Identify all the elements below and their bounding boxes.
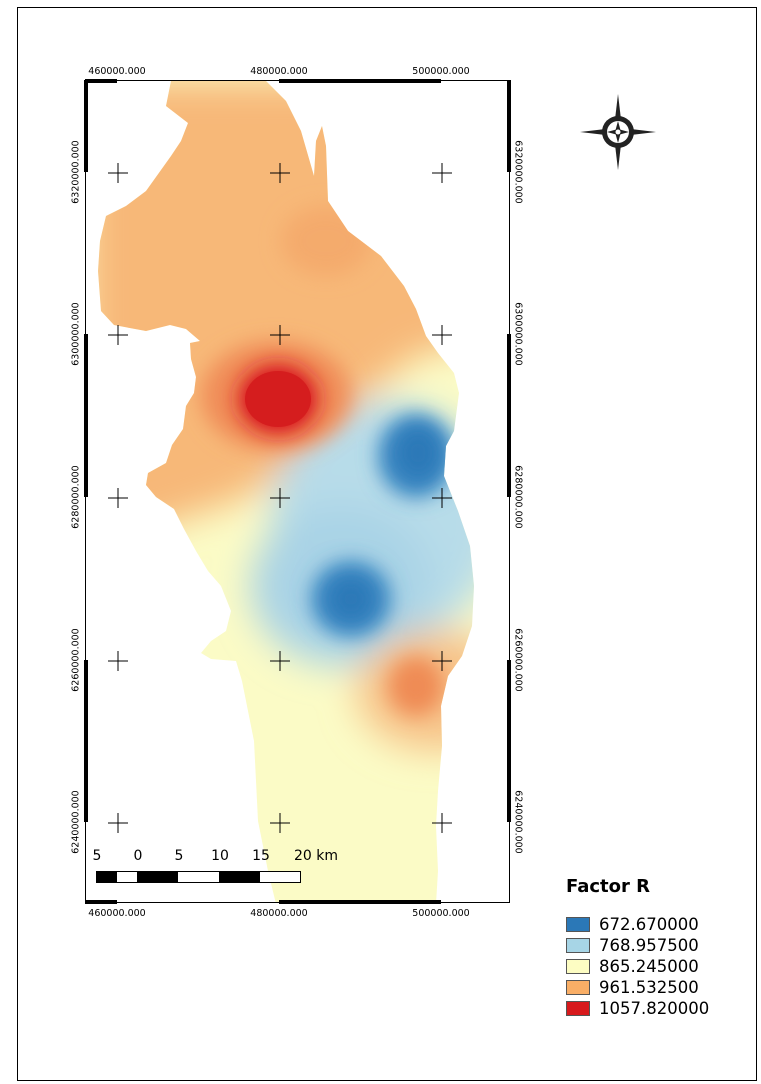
y-label-left: 6280000.000: [70, 465, 82, 529]
legend-label: 1057.820000: [599, 998, 710, 1018]
scale-segment: [137, 872, 178, 882]
grid-cross: [108, 651, 128, 671]
x-label-bottom: 480000.000: [250, 908, 308, 919]
x-label-top: 500000.000: [412, 66, 470, 77]
y-label-right: 6300000.000: [512, 302, 524, 366]
scale-segment: [219, 872, 260, 882]
scale-label: 15: [252, 848, 270, 864]
legend-label: 672.670000: [599, 914, 699, 934]
legend-swatch: [566, 958, 590, 974]
grid-cross: [432, 651, 452, 671]
legend-item: 865.245000: [566, 956, 699, 976]
compass-rose-icon: [580, 94, 656, 170]
scale-segment: [260, 872, 300, 882]
grid-cross: [432, 488, 452, 508]
x-label-bottom: 500000.000: [412, 908, 470, 919]
grid-cross: [270, 488, 290, 508]
grid-cross: [108, 813, 128, 833]
legend-label: 768.957500: [599, 935, 699, 955]
y-label-right: 6260000.000: [512, 628, 524, 692]
grid-cross: [270, 813, 290, 833]
map-frame[interactable]: [85, 80, 510, 903]
legend-swatch: [566, 1000, 590, 1016]
scale-segment: [97, 872, 117, 882]
y-label-left: 6240000.000: [70, 790, 82, 854]
y-label-left: 6300000.000: [70, 302, 82, 366]
grid-cross: [270, 651, 290, 671]
grid-crosses: [108, 163, 452, 833]
grid-cross: [108, 325, 128, 345]
grid-cross: [432, 325, 452, 345]
y-label-right: 6280000.000: [512, 465, 524, 529]
scale-label: 10: [211, 848, 229, 864]
page-frame: [17, 7, 757, 1081]
x-label-bottom: 460000.000: [88, 908, 146, 919]
grid-cross: [270, 325, 290, 345]
scale-segment: [117, 872, 137, 882]
grid-cross: [270, 163, 290, 183]
x-label-top: 480000.000: [250, 66, 308, 77]
y-label-left: 6320000.000: [70, 140, 82, 204]
x-label-top: 460000.000: [88, 66, 146, 77]
y-label-right: 6240000.000: [512, 790, 524, 854]
legend-label: 961.532500: [599, 977, 699, 997]
scale-label: 0: [133, 848, 143, 864]
legend-swatch: [566, 916, 590, 932]
grid-cross: [108, 163, 128, 183]
legend-swatch: [566, 979, 590, 995]
legend-title: Factor R: [566, 876, 651, 897]
legend-item: 1057.820000: [566, 998, 710, 1018]
scale-bar: [96, 871, 301, 883]
grid-cross: [108, 488, 128, 508]
scale-segment: [178, 872, 219, 882]
factor-r-raster: [98, 81, 474, 902]
y-label-left: 6260000.000: [70, 628, 82, 692]
y-label-right: 6320000.000: [512, 140, 524, 204]
scale-label: 20 km: [293, 848, 339, 864]
legend-item: 672.670000: [566, 914, 699, 934]
grid-cross: [432, 163, 452, 183]
legend-item: 961.532500: [566, 977, 699, 997]
scale-label: 5: [174, 848, 184, 864]
legend-swatch: [566, 937, 590, 953]
grid-cross: [432, 813, 452, 833]
scale-label: 5: [92, 848, 102, 864]
legend-item: 768.957500: [566, 935, 699, 955]
legend-label: 865.245000: [599, 956, 699, 976]
